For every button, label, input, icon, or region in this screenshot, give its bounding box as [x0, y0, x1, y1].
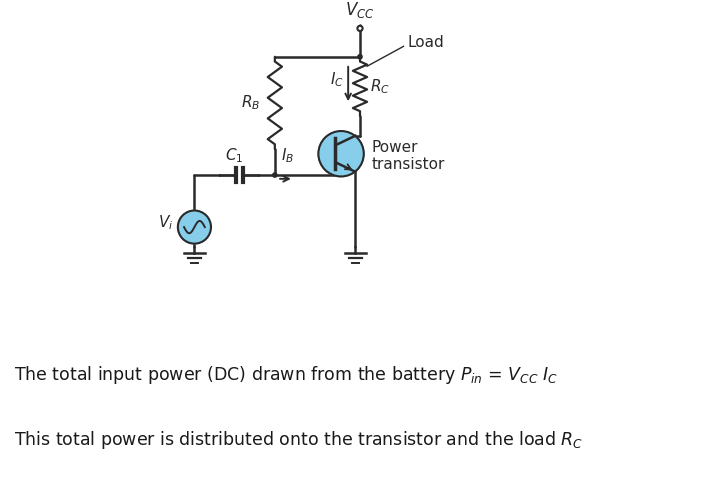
- Text: $R_C$: $R_C$: [370, 77, 390, 95]
- Text: $V_i$: $V_i$: [158, 213, 173, 232]
- Text: Load: Load: [408, 35, 444, 50]
- Text: $C_1$: $C_1$: [225, 146, 243, 165]
- Circle shape: [178, 210, 211, 244]
- Text: This total power is distributed onto the transistor and the load $R_C$: This total power is distributed onto the…: [14, 429, 584, 451]
- Text: $I_B$: $I_B$: [281, 146, 294, 165]
- Circle shape: [318, 131, 364, 176]
- Text: Power
transistor: Power transistor: [372, 140, 445, 172]
- Text: $R_B$: $R_B$: [241, 94, 261, 112]
- Circle shape: [273, 173, 277, 177]
- Text: $I_C$: $I_C$: [330, 70, 344, 89]
- Circle shape: [358, 55, 362, 59]
- Circle shape: [357, 26, 363, 31]
- Text: The total input power (DC) drawn from the battery $P_{in}$ = $V_{CC}$ $I_C$: The total input power (DC) drawn from th…: [14, 364, 559, 386]
- Text: $V_{CC}$: $V_{CC}$: [345, 0, 375, 20]
